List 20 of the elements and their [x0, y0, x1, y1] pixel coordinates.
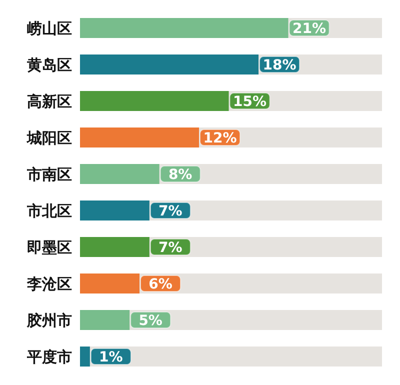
- y-tick-label: 崂山区: [27, 20, 72, 38]
- y-tick-label: 黄岛区: [26, 56, 72, 74]
- data-label: 18%: [262, 57, 296, 74]
- data-label: 1%: [99, 349, 123, 366]
- data-label: 21%: [292, 20, 326, 37]
- data-label: 8%: [168, 166, 192, 183]
- data-label: 6%: [148, 276, 172, 292]
- y-tick-label: 平度市: [26, 348, 72, 366]
- y-tick-label: 李沧区: [26, 275, 72, 294]
- y-tick-label: 胶州市: [26, 312, 72, 330]
- data-label: 12%: [203, 130, 237, 146]
- y-tick-label: 即墨区: [27, 238, 72, 257]
- data-label: 5%: [138, 312, 162, 329]
- y-tick-label: 市北区: [26, 202, 72, 220]
- y-tick-label: 高新区: [27, 92, 72, 111]
- y-tick-label: 城阳区: [26, 129, 72, 148]
- data-label: 7%: [158, 203, 182, 220]
- data-label: 15%: [233, 94, 267, 110]
- y-tick-label: 市南区: [26, 166, 72, 184]
- data-label: 7%: [158, 240, 182, 256]
